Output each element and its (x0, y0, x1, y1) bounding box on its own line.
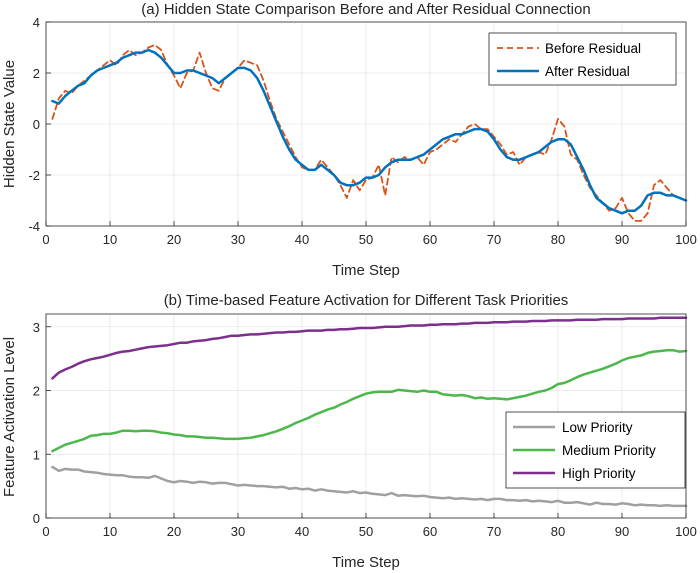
panel-b-x-tick-label: 0 (42, 524, 49, 539)
panel-b-y-axis-label: Feature Activation Level (1, 337, 18, 497)
panel-b-y-tick-label: 3 (33, 320, 40, 335)
panel-a-y-axis-label: Hidden State Value (1, 60, 18, 188)
panel-b-x-tick-label: 90 (615, 524, 629, 539)
panel-a-y-tick-label: 0 (33, 117, 40, 132)
legend-label-medium-priority: Medium Priority (562, 443, 656, 458)
panel-b-title: (b) Time-based Feature Activation for Di… (164, 292, 569, 309)
panel-b-y-ticks: 0 1 2 3 (33, 320, 51, 526)
series-line-medium-priority (51, 349, 688, 453)
panel-a-y-tick-label: 2 (33, 66, 40, 81)
panel-a-y-tick-label: 4 (33, 15, 40, 30)
panel-b-x-tick-label: 40 (295, 524, 309, 539)
panel-a-x-tick-label: 20 (167, 232, 181, 247)
panel-a-x-tick-label: 40 (295, 232, 309, 247)
panel-a-x-tick-label: 50 (359, 232, 373, 247)
panel-b-x-tick-label: 80 (551, 524, 565, 539)
panel-b: (b) Time-based Feature Activation for Di… (1, 292, 697, 571)
panel-a-x-tick-label: 100 (675, 232, 697, 247)
panel-b-y-tick-label: 1 (33, 447, 40, 462)
panel-a-y-tick-label: -4 (28, 219, 40, 234)
panel-a: (a) Hidden State Comparison Before and A… (1, 1, 697, 279)
panel-a-x-tick-label: 90 (615, 232, 629, 247)
panel-b-x-tick-label: 70 (487, 524, 501, 539)
panel-a-legend-box (488, 32, 677, 86)
panel-b-x-tick-label: 100 (675, 524, 697, 539)
panel-b-series (51, 316, 688, 508)
legend-label-before-residual: Before Residual (545, 41, 641, 56)
panel-a-x-tick-label: 60 (423, 232, 437, 247)
series-line-after-residual (51, 48, 688, 215)
panel-a-x-axis-label: Time Step (332, 262, 400, 279)
panel-a-legend: Before Residual After Residual (488, 32, 677, 86)
panel-b-x-axis-label: Time Step (332, 554, 400, 571)
legend-label-high-priority: High Priority (562, 466, 636, 481)
panel-b-x-tick-label: 30 (231, 524, 245, 539)
panel-b-legend: Low Priority Medium Priority High Priori… (505, 411, 686, 489)
panel-b-plot-area: 0 10 20 30 40 50 60 70 80 90 100 0 1 2 3 (33, 313, 697, 539)
panel-a-x-tick-label: 0 (42, 232, 49, 247)
panel-a-x-tick-label: 10 (103, 232, 117, 247)
series-line-low-priority (51, 465, 688, 508)
panel-a-y-tick-label: -2 (28, 168, 40, 183)
legend-label-after-residual: After Residual (545, 64, 630, 79)
panel-a-x-tick-label: 80 (551, 232, 565, 247)
panel-b-y-tick-label: 0 (33, 511, 40, 526)
panel-b-x-ticks: 0 10 20 30 40 50 60 70 80 90 100 (42, 513, 697, 539)
legend-label-low-priority: Low Priority (562, 420, 633, 435)
panel-a-x-tick-label: 30 (231, 232, 245, 247)
panel-b-y-tick-label: 2 (33, 384, 40, 399)
panel-b-x-tick-label: 10 (103, 524, 117, 539)
panel-a-series (51, 44, 688, 222)
series-line-high-priority (51, 316, 688, 380)
panel-a-title: (a) Hidden State Comparison Before and A… (141, 1, 590, 18)
panel-a-y-ticks: -4 -2 0 2 4 (28, 15, 51, 234)
panel-a-x-ticks: 0 10 20 30 40 50 60 70 80 90 100 (42, 221, 697, 247)
panel-b-x-tick-label: 20 (167, 524, 181, 539)
panel-b-x-tick-label: 50 (359, 524, 373, 539)
panel-b-x-tick-label: 60 (423, 524, 437, 539)
panel-a-x-tick-label: 70 (487, 232, 501, 247)
